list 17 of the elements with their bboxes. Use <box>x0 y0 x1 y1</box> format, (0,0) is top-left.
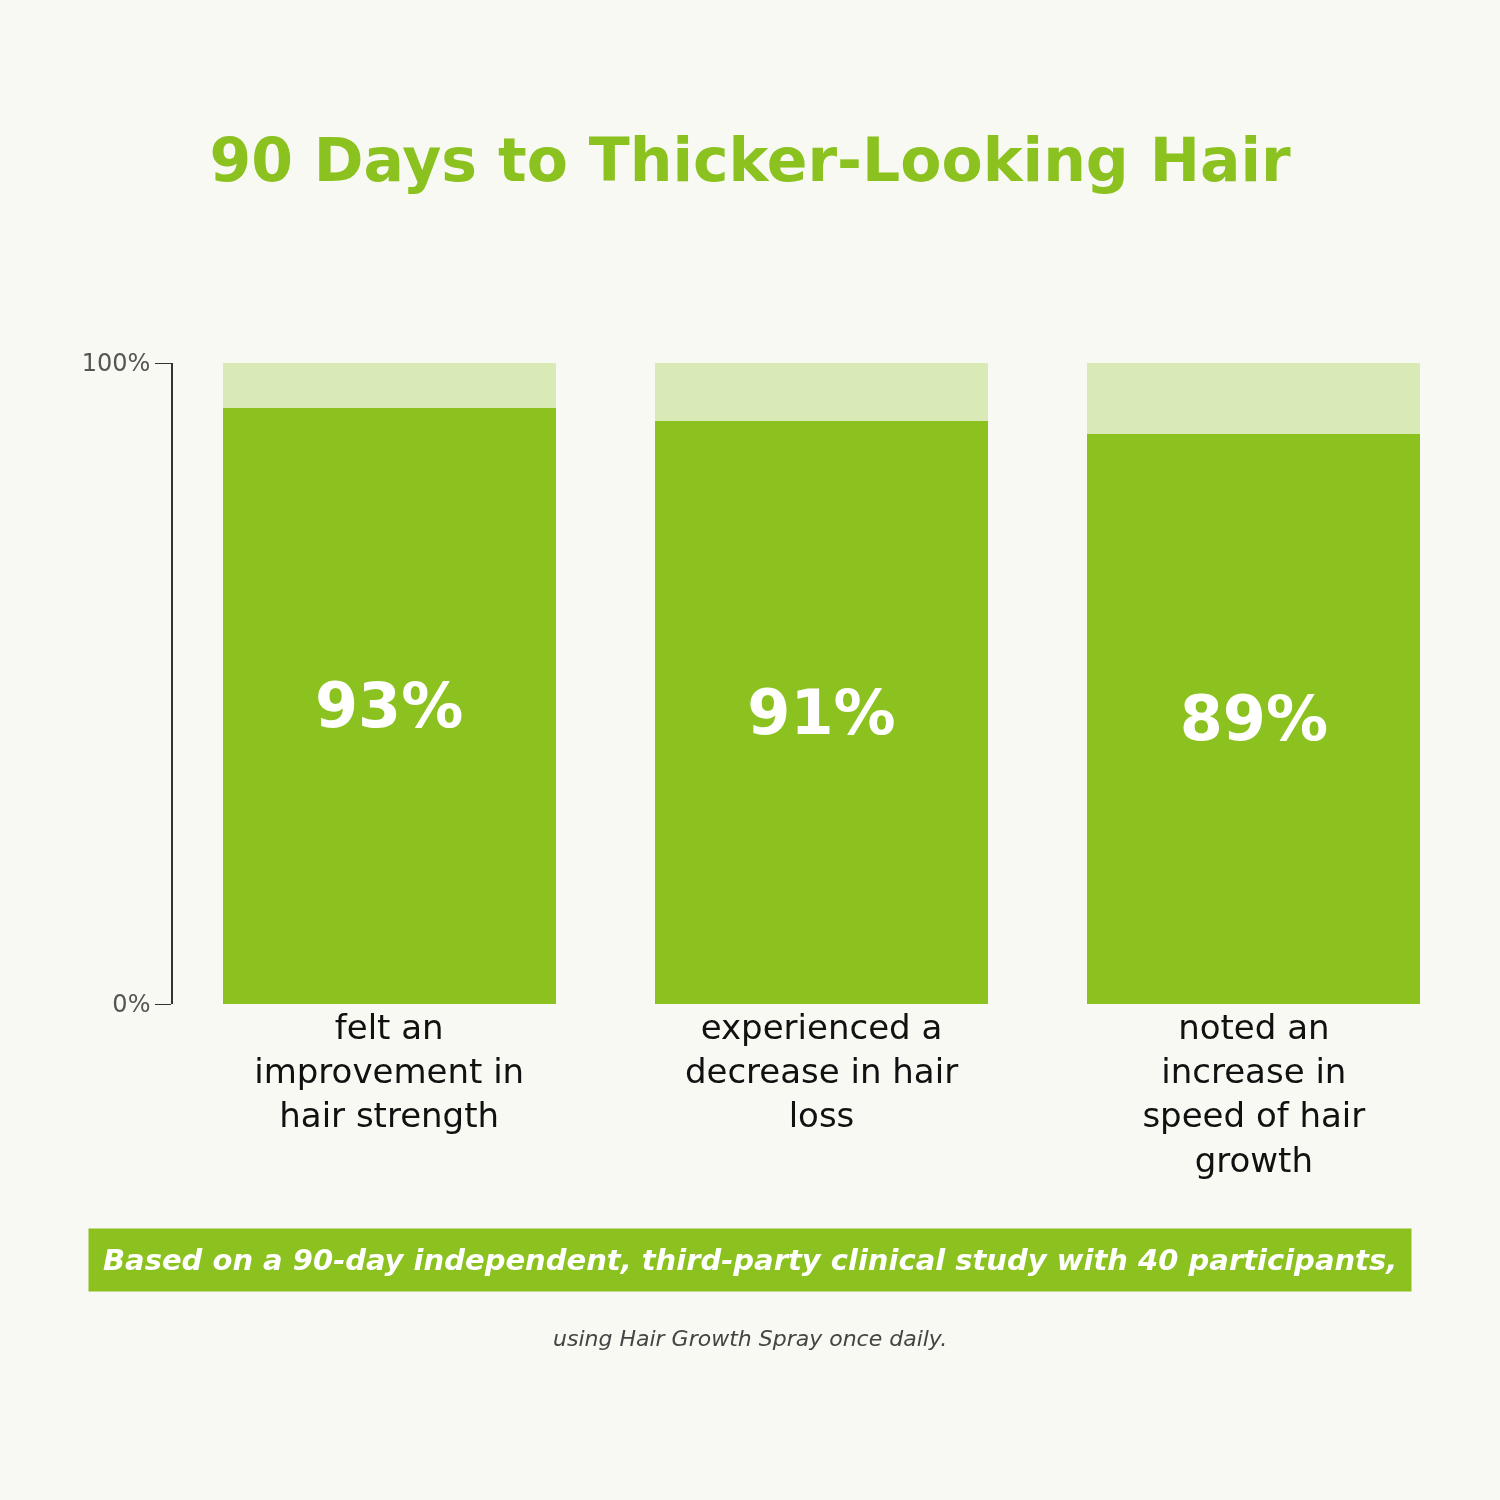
text: using Hair Growth Spray once daily. <box>553 1326 948 1351</box>
x-tick-label: experienced a decrease in hair loss <box>684 1007 959 1136</box>
bar <box>655 363 988 421</box>
x-tick-label: noted an increase in speed of hair growth <box>1142 1007 1366 1180</box>
data-label: 91% <box>747 675 896 749</box>
bar <box>655 420 988 1004</box>
bar <box>1087 433 1421 1004</box>
chart-title: 90 Days to Thicker-Looking Hair <box>209 125 1291 195</box>
bar <box>222 363 556 408</box>
y-tick-label: 100% <box>81 349 151 378</box>
bar <box>222 407 556 1004</box>
data-label: 89% <box>1179 682 1329 756</box>
data-label: 93% <box>314 669 464 743</box>
bar <box>1087 363 1421 434</box>
text: Based on a 90-day independent, third-party clinical study with 40 participants, <box>103 1243 1398 1277</box>
x-tick-label: felt an improvement in hair strength <box>254 1007 525 1136</box>
y-tick-label: 0% <box>112 990 151 1019</box>
